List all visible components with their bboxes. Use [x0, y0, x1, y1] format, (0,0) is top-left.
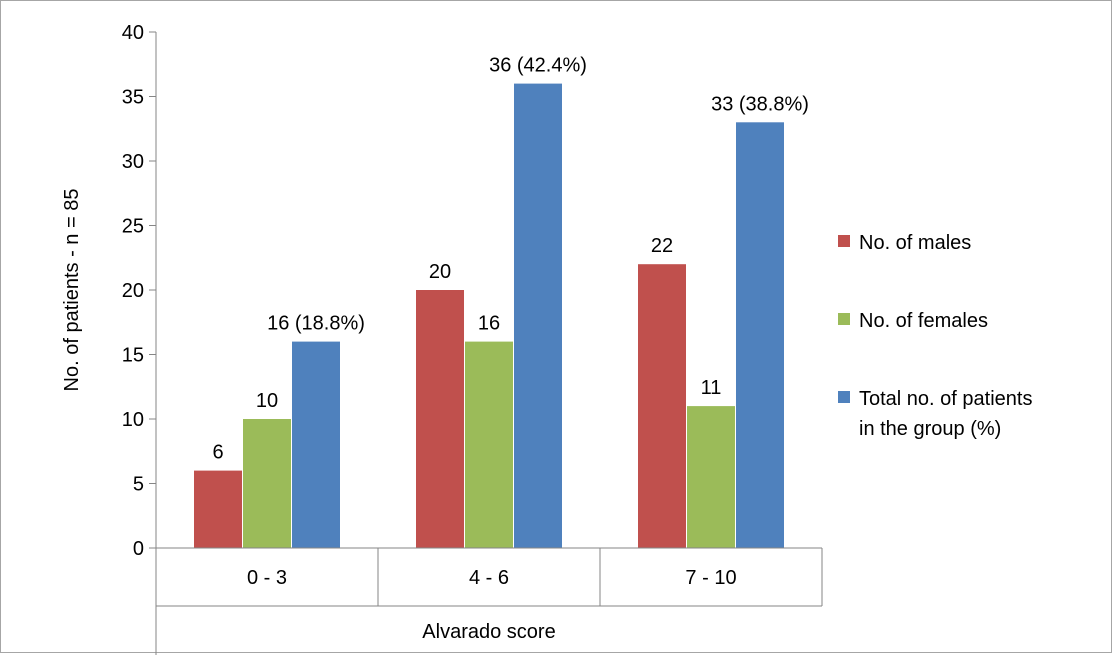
- bar: [465, 341, 513, 548]
- y-tick-label: 30: [122, 151, 144, 173]
- bar-data-labels: 6 10 16 (18.8%) 20 16 36 (42.4%) 22 11 33 (38.8%…: [212, 55, 808, 464]
- x-axis-title: Alvarado score: [422, 621, 555, 643]
- bar: [292, 341, 340, 548]
- y-tick-label: 0: [133, 538, 144, 560]
- y-tick-label: 25: [122, 216, 144, 238]
- y-axis-title: No. of patients - n = 85: [61, 189, 83, 392]
- legend-label: Total no. of patients: [859, 388, 1032, 410]
- x-axis-categories: 0 - 3 4 - 6 7 - 10: [247, 567, 737, 589]
- bar: [514, 83, 562, 548]
- bars: [194, 83, 784, 549]
- x-category-label: 0 - 3: [247, 567, 287, 589]
- bar-data-label: 10: [256, 390, 278, 412]
- bar-data-label: 16: [478, 313, 500, 335]
- legend-swatch: [838, 313, 850, 325]
- y-tick-label: 20: [122, 280, 144, 302]
- bar: [687, 406, 735, 548]
- x-category-label: 7 - 10: [685, 567, 736, 589]
- bar-data-label: 11: [701, 377, 722, 399]
- bar-data-label: 6: [212, 442, 223, 464]
- bar-data-label: 33 (38.8%): [711, 93, 809, 115]
- y-axis-ticks: 0 5 10 15 20 25 30 35 40: [122, 22, 156, 560]
- bar: [736, 122, 784, 549]
- x-category-label: 4 - 6: [469, 567, 509, 589]
- legend-label: No. of females: [859, 310, 988, 332]
- legend-swatch: [838, 391, 850, 403]
- y-tick-label: 35: [122, 87, 144, 109]
- y-tick-label: 5: [133, 474, 144, 496]
- bar-data-label: 22: [651, 235, 673, 257]
- bar: [194, 470, 242, 548]
- legend: No. of males No. of females Total no. of p…: [838, 232, 1032, 440]
- bar: [243, 419, 291, 548]
- bar-data-label: 16 (18.8%): [267, 313, 365, 335]
- legend-label: No. of males: [859, 232, 971, 254]
- legend-label: in the group (%): [859, 418, 1001, 440]
- bar-data-label: 36 (42.4%): [489, 55, 587, 77]
- bar-data-label: 20: [429, 261, 451, 283]
- axes: [155, 32, 823, 655]
- y-tick-label: 10: [122, 409, 144, 431]
- y-tick-label: 40: [122, 22, 144, 44]
- legend-swatch: [838, 235, 850, 247]
- y-tick-label: 15: [122, 345, 144, 367]
- bar: [638, 264, 686, 548]
- bar: [416, 290, 464, 548]
